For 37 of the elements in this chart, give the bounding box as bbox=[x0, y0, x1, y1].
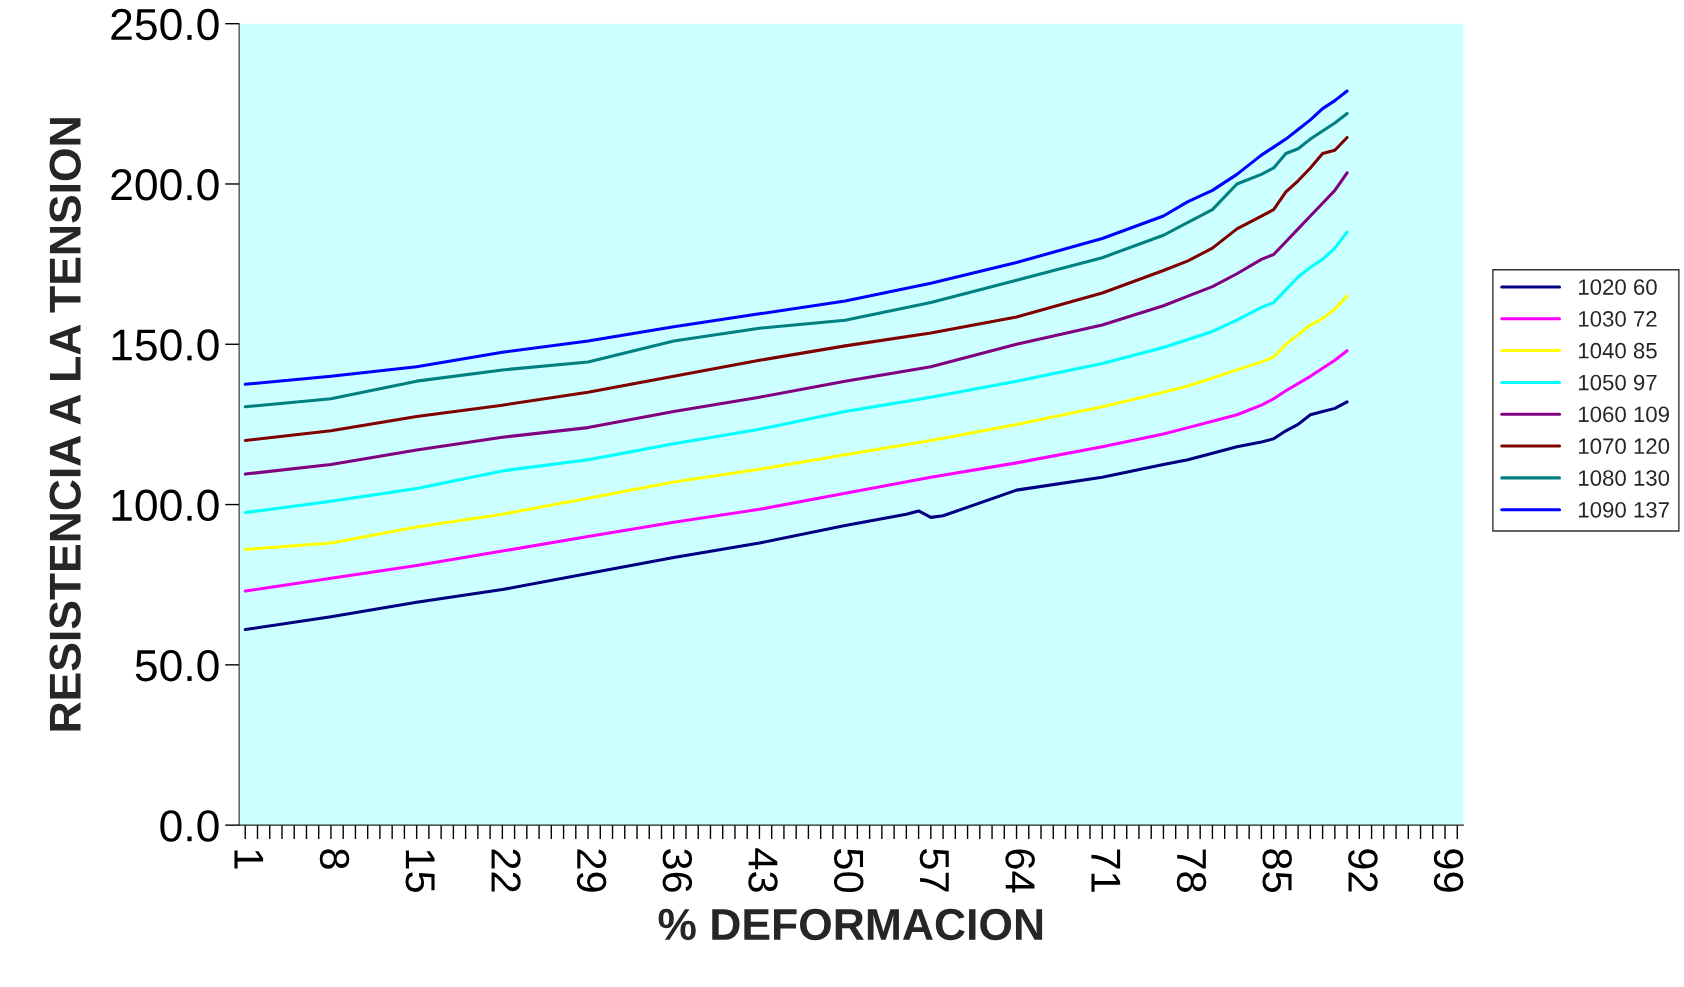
x-tick-label: 57 bbox=[919, 849, 949, 892]
y-tick-label: 150.0 bbox=[112, 329, 219, 361]
x-tick-label: 15 bbox=[405, 850, 435, 892]
x-tick-label: 29 bbox=[576, 849, 607, 892]
legend-label: 1050 97 bbox=[1579, 374, 1657, 391]
x-tick-label: 85 bbox=[1262, 849, 1292, 892]
line-series bbox=[243, 349, 1349, 593]
x-tick-label: 8 bbox=[319, 849, 350, 869]
x-tick-label: 78 bbox=[1176, 849, 1207, 892]
legend-label: 1090 137 bbox=[1579, 501, 1669, 518]
y-tick-label: 0.0 bbox=[160, 810, 219, 842]
x-tick-label: 99 bbox=[1433, 849, 1464, 892]
legend-label: 1040 85 bbox=[1579, 342, 1657, 359]
x-tick-label: 43 bbox=[748, 848, 778, 892]
x-tick-label: 50 bbox=[833, 849, 864, 893]
legend-label: 1030 72 bbox=[1579, 311, 1657, 327]
y-tick-label: 50.0 bbox=[135, 649, 219, 682]
y-axis-title: RESISTENCIA A LA TENSION bbox=[49, 118, 81, 731]
x-tick-label: 22 bbox=[491, 849, 521, 892]
line-series bbox=[243, 400, 1349, 632]
line-series bbox=[243, 135, 1349, 442]
line-series bbox=[243, 294, 1349, 551]
legend-label: 1080 130 bbox=[1579, 470, 1670, 486]
legend-label: 1060 109 bbox=[1579, 406, 1669, 423]
x-axis-title: % DEFORMACION bbox=[658, 908, 1043, 941]
legend-label: 1020 60 bbox=[1579, 279, 1657, 295]
y-tick-label: 200.0 bbox=[111, 169, 219, 201]
x-tick-label: 36 bbox=[662, 848, 693, 892]
x-tick-label: 64 bbox=[1005, 849, 1035, 893]
y-tick-label: 250.0 bbox=[111, 8, 219, 41]
line-series bbox=[243, 171, 1349, 476]
x-tick-label: 71 bbox=[1091, 849, 1121, 892]
line-series bbox=[243, 230, 1349, 515]
x-tick-label: 92 bbox=[1348, 849, 1378, 892]
x-tick-label: 1 bbox=[234, 850, 264, 869]
legend-label: 1070 120 bbox=[1579, 438, 1670, 455]
y-tick-label: 100.0 bbox=[112, 489, 219, 522]
